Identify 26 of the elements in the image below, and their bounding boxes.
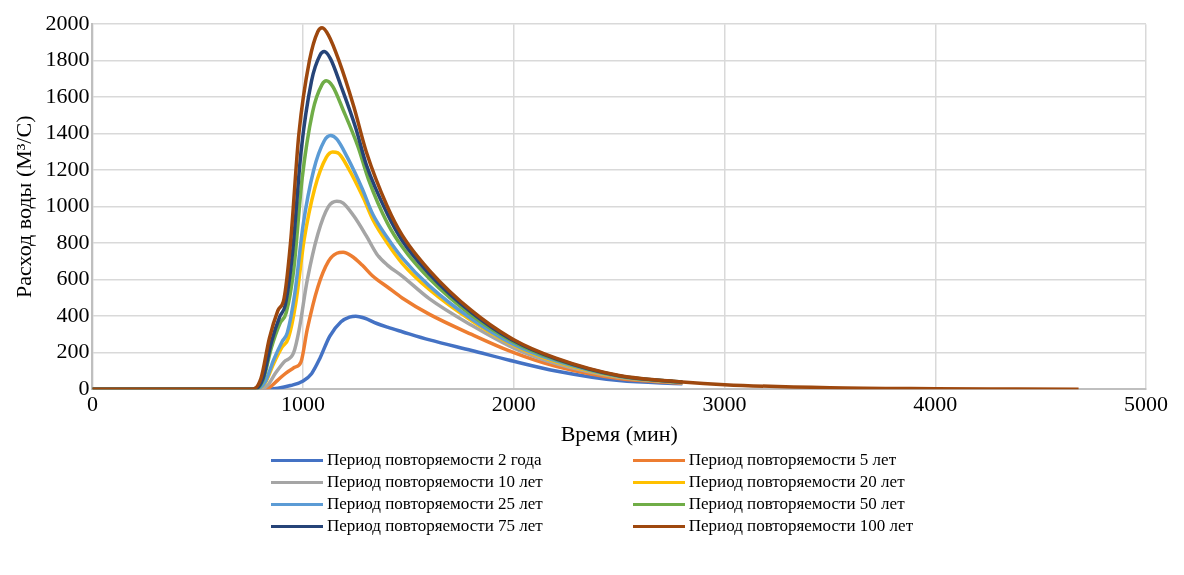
legend-label: Период повторяемости 25 лет — [326, 494, 543, 514]
x-tick-label: 4000 — [913, 391, 958, 417]
y-tick-label: 800 — [56, 228, 90, 254]
legend-label: Период повторяемости 50 лет — [688, 494, 905, 514]
y-tick-label: 1600 — [45, 82, 90, 108]
legend-label: Период повторяемости 5 лет — [688, 450, 897, 470]
x-tick-label: 5000 — [1124, 391, 1168, 417]
legend-label: Период повторяемости 75 лет — [326, 516, 543, 536]
y-axis-title: Расход воды (М³/С) — [10, 115, 36, 298]
line-series — [92, 26, 1081, 390]
y-tick-label: 1800 — [45, 46, 90, 72]
y-tick-label: 1400 — [45, 119, 90, 145]
x-axis-title: Время (мин) — [560, 420, 678, 446]
y-tick-label: 400 — [56, 301, 90, 327]
y-tick-label: 1000 — [45, 192, 90, 218]
y-tick-label: 1200 — [45, 155, 90, 181]
legend-label: Период повторяемости 2 года — [326, 450, 542, 470]
y-tick-label: 2000 — [45, 9, 90, 35]
x-tick-label: 1000 — [281, 391, 326, 417]
x-tick-label: 3000 — [702, 391, 747, 417]
y-tick-label: 200 — [56, 338, 90, 364]
x-tick-label: 2000 — [491, 391, 536, 417]
y-tick-label: 600 — [56, 265, 90, 291]
legend-label: Период повторяемости 20 лет — [688, 472, 905, 492]
legend-label: Период повторяемости 10 лет — [326, 472, 543, 492]
legend-label: Период повторяемости 100 лет — [688, 516, 914, 536]
